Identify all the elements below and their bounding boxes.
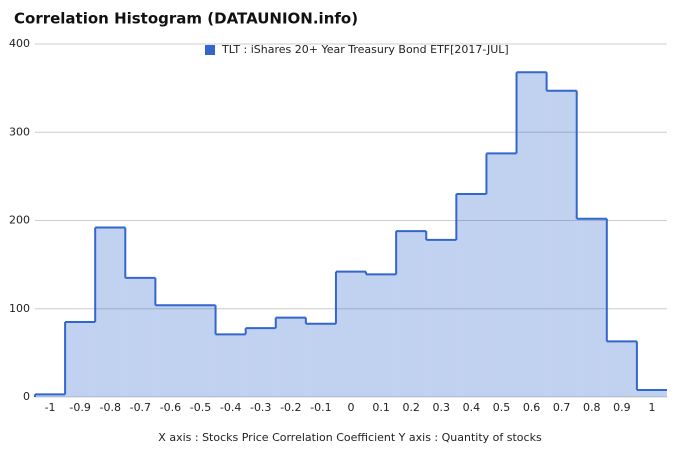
histogram-bar <box>305 323 336 397</box>
histogram-bar <box>396 231 427 397</box>
histogram-bar <box>185 305 216 397</box>
x-tick-label: -0.4 <box>220 401 241 414</box>
chart-title: Correlation Histogram (DATAUNION.info) <box>14 10 358 28</box>
y-tick-label: 400 <box>9 37 30 50</box>
x-tick-label: 1 <box>648 401 655 414</box>
x-tick-label: 0.6 <box>523 401 541 414</box>
histogram-bar <box>335 271 367 397</box>
histogram-bar <box>456 194 487 397</box>
legend-label: TLT : iShares 20+ Year Treasury Bond ETF… <box>221 43 509 56</box>
x-tick-label: 0.1 <box>372 401 390 414</box>
histogram-bar <box>215 334 246 397</box>
x-tick-label: -1 <box>45 401 56 414</box>
histogram-bar <box>65 321 96 397</box>
x-tick-label: -0.8 <box>100 401 121 414</box>
histogram-bar <box>486 153 517 397</box>
x-tick-label: -0.1 <box>310 401 331 414</box>
histogram-bar <box>576 218 607 397</box>
x-tick-label: 0.4 <box>463 401 481 414</box>
histogram-bar <box>516 72 547 398</box>
x-tick-label: 0.2 <box>402 401 420 414</box>
legend-swatch <box>205 45 215 55</box>
histogram-bar <box>155 305 186 397</box>
histogram-bar <box>366 274 397 397</box>
x-tick-label: -0.7 <box>130 401 151 414</box>
histogram-bar <box>636 389 667 397</box>
x-tick-label: 0 <box>348 401 355 414</box>
x-tick-label: -0.6 <box>160 401 181 414</box>
histogram-bar <box>35 394 66 397</box>
x-tick-label: -0.9 <box>69 401 90 414</box>
y-tick-label: 100 <box>9 302 30 315</box>
histogram-bar <box>245 328 276 397</box>
histogram-bar <box>95 227 126 397</box>
y-tick-label: 0 <box>23 390 30 403</box>
x-axis-label: X axis : Stocks Price Correlation Coeffi… <box>158 431 542 444</box>
y-tick-label: 300 <box>9 125 30 138</box>
x-tick-label: 0.9 <box>613 401 631 414</box>
y-tick-label: 200 <box>9 214 30 227</box>
histogram-bar <box>606 341 637 397</box>
histogram-bar <box>426 239 457 397</box>
histogram-bar <box>125 277 156 397</box>
x-tick-label: -0.3 <box>250 401 271 414</box>
x-tick-label: -0.5 <box>190 401 211 414</box>
x-tick-label: 0.8 <box>583 401 601 414</box>
x-tick-label: 0.5 <box>493 401 511 414</box>
histogram-bar <box>546 90 577 398</box>
histogram-bar <box>275 317 306 397</box>
x-tick-label: -0.2 <box>280 401 301 414</box>
x-tick-label: 0.7 <box>553 401 571 414</box>
x-tick-label: 0.3 <box>433 401 451 414</box>
